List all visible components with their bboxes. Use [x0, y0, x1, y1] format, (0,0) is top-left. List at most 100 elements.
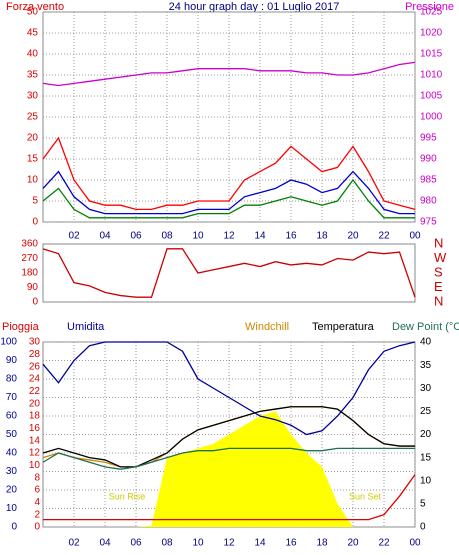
x-tick-label: 00 — [409, 231, 421, 242]
y2-tick-label: 15 — [420, 452, 432, 463]
annotation: Sun Set — [349, 491, 382, 501]
y3-tick-label: 6 — [34, 485, 40, 496]
x-tick-label: 20 — [347, 538, 359, 549]
y3-tick-label: 2 — [34, 509, 40, 520]
y-tick-label: 5 — [32, 196, 38, 207]
series-line — [42, 447, 415, 470]
y3-tick-label: 10 — [29, 460, 41, 471]
y3-tick-label: 20 — [29, 398, 41, 409]
y2-tick-label: 35 — [420, 360, 432, 371]
legend-label: Pioggia — [2, 321, 40, 333]
y2-tick-label: 1025 — [420, 7, 443, 18]
x-tick-label: 14 — [254, 538, 266, 549]
y3-tick-label: 30 — [29, 337, 41, 348]
chart-title: 24 hour graph day : 01 Luglio 2017 — [169, 1, 340, 13]
y-tick-label: 80 — [6, 374, 18, 385]
y-tick-label: 25 — [27, 112, 39, 123]
y-tick-label: 40 — [27, 49, 39, 60]
y2-tick-label: 1000 — [420, 112, 443, 123]
y2-tick-label: 990 — [420, 154, 437, 165]
y2-tick-label: E — [434, 279, 443, 294]
series-line — [42, 248, 416, 298]
y3-tick-label: 28 — [29, 349, 41, 360]
x-tick-label: 16 — [285, 538, 297, 549]
x-tick-label: 08 — [161, 538, 173, 549]
series-line — [42, 136, 416, 211]
y-tick-label: 360 — [21, 239, 38, 250]
y2-tick-label: 40 — [420, 337, 432, 348]
y-tick-label: 50 — [27, 7, 39, 18]
series-line — [42, 178, 415, 219]
x-tick-label: 18 — [316, 538, 328, 549]
y2-tick-label: N — [434, 235, 443, 250]
y2-tick-label: 5 — [420, 499, 426, 510]
y-tick-label: 0 — [32, 297, 38, 308]
y3-tick-label: 26 — [29, 361, 41, 372]
x-tick-label: 02 — [68, 231, 80, 242]
series-line — [42, 61, 416, 87]
x-tick-label: 06 — [130, 231, 142, 242]
y2-tick-label: 975 — [420, 217, 437, 228]
y3-tick-label: 14 — [29, 435, 41, 446]
y-tick-label: 90 — [27, 282, 39, 293]
sun-area — [43, 411, 415, 527]
y-tick-label: 10 — [27, 175, 39, 186]
y2-tick-label: W — [434, 250, 447, 265]
x-tick-label: 04 — [99, 231, 111, 242]
x-tick-label: 14 — [254, 231, 266, 242]
y-tick-label: 30 — [6, 466, 18, 477]
y3-tick-label: 18 — [29, 411, 41, 422]
y3-tick-label: 0 — [34, 522, 40, 533]
x-tick-label: 04 — [99, 538, 111, 549]
series-line — [42, 341, 416, 436]
legend-label: Windchill — [245, 321, 289, 333]
y3-tick-label: 8 — [34, 472, 40, 483]
y3-tick-label: 12 — [29, 448, 41, 459]
x-tick-label: 06 — [130, 538, 142, 549]
legend-label: Umidita — [67, 321, 105, 333]
y-tick-label: 45 — [27, 28, 39, 39]
y3-tick-label: 16 — [29, 423, 41, 434]
y2-tick-label: 20 — [420, 429, 432, 440]
x-tick-label: 20 — [347, 231, 359, 242]
y-tick-label: 40 — [6, 448, 18, 459]
legend-label: Dew Point (°C — [392, 321, 459, 333]
plot-frame — [42, 243, 416, 303]
y2-tick-label: S — [434, 264, 443, 279]
legend-label: Temperatura — [312, 321, 375, 333]
y3-tick-label: 4 — [34, 497, 40, 508]
y2-tick-label: 1020 — [420, 28, 443, 39]
y-tick-label: 20 — [27, 133, 39, 144]
y-label: Forza vento — [6, 1, 64, 13]
y-tick-label: 50 — [6, 429, 18, 440]
x-tick-label: 00 — [409, 538, 421, 549]
y-tick-label: 10 — [6, 503, 18, 514]
y2-tick-label: 0 — [420, 522, 426, 533]
x-tick-label: 12 — [223, 538, 235, 549]
y3-tick-label: 24 — [29, 374, 41, 385]
y-tick-label: 60 — [6, 411, 18, 422]
x-tick-label: 08 — [161, 231, 173, 242]
series-line — [42, 170, 415, 215]
x-tick-label: 10 — [192, 231, 204, 242]
y-tick-label: 20 — [6, 485, 18, 496]
y-tick-label: 100 — [0, 337, 17, 348]
y2-tick-label: 1005 — [420, 91, 443, 102]
series-line — [43, 474, 416, 521]
y-tick-label: 270 — [21, 253, 38, 264]
y2-tick-label: N — [434, 293, 443, 308]
x-tick-label: 18 — [316, 231, 328, 242]
y-tick-label: 0 — [11, 522, 17, 533]
y2-tick-label: 1010 — [420, 70, 443, 81]
y2-tick-label: 1015 — [420, 49, 443, 60]
y-tick-label: 70 — [6, 392, 18, 403]
y2-tick-label: 30 — [420, 383, 432, 394]
x-tick-label: 22 — [378, 231, 390, 242]
y2-tick-label: 985 — [420, 175, 437, 186]
y3-tick-label: 22 — [29, 386, 41, 397]
y-tick-label: 15 — [27, 154, 39, 165]
x-tick-label: 22 — [378, 538, 390, 549]
annotation: Sun Rise — [109, 491, 146, 501]
series-line — [42, 406, 415, 468]
